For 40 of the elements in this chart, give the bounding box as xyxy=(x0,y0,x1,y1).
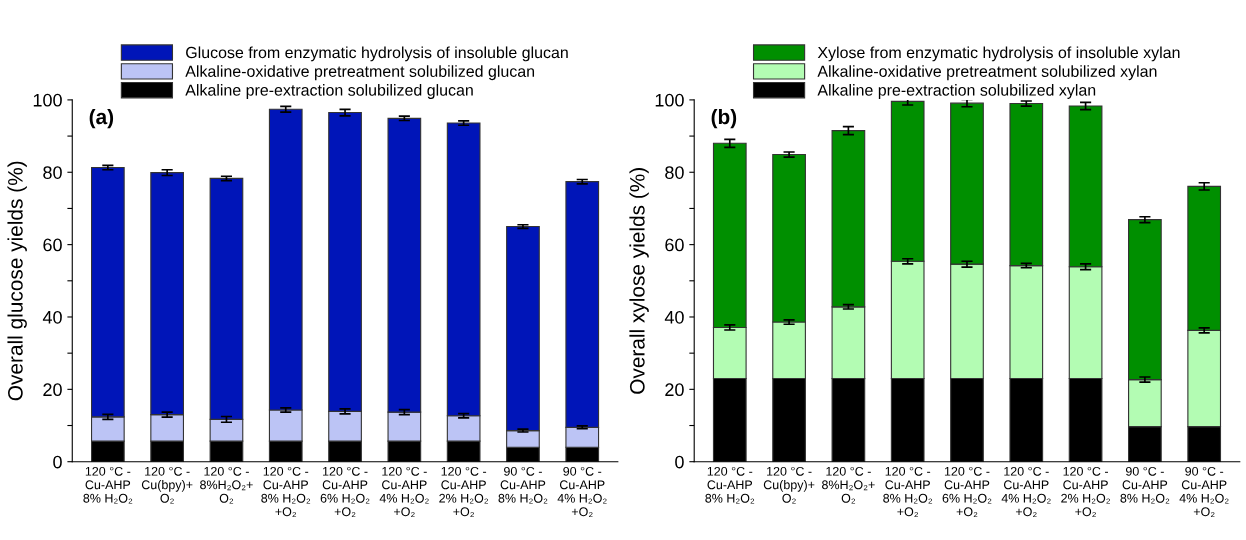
y-axis-title: Overall xylose yields (%) xyxy=(629,168,649,394)
x-tick-label: 120 °C - Cu-AHP 8% H₂O₂ xyxy=(705,466,755,504)
x-tick-label: 90 °C - Cu-AHP 4% H₂O₂ +O₂ xyxy=(1179,466,1229,518)
y-tick-label: 0 xyxy=(53,455,62,469)
y-tick-label: 0 xyxy=(675,455,684,469)
legend-label: Xylose from enzymatic hydrolysis of insoluble xylan xyxy=(817,46,1180,62)
legend-label: Alkaline pre-extraction solubilized glucan xyxy=(185,84,473,99)
annotation: (b) xyxy=(711,108,737,129)
legend-label: Alkaline-oxidative pretreatment solubilized glucan xyxy=(185,65,535,81)
legend-label: Alkaline pre-extraction solubilized xylan xyxy=(817,84,1096,99)
x-tick-label: 120 °C - Cu(bpy)+ O₂ xyxy=(763,466,815,504)
y-tick-label: 80 xyxy=(665,166,684,179)
y-tick-label: 20 xyxy=(43,383,62,397)
y-axis-title: Overall glucose yields (%) xyxy=(7,161,27,401)
legend-label: Glucose from enzymatic hydrolysis of insoluble glucan xyxy=(186,46,568,62)
x-tick-label: 120 °C - Cu-AHP 4% H₂O₂ +O₂ xyxy=(1001,466,1051,518)
y-tick-label: 60 xyxy=(43,238,62,252)
x-tick-label: 120 °C - Cu-AHP 6% H₂O₂ +O₂ xyxy=(942,466,992,518)
x-tick-label: 120 °C - Cu-AHP 2% H₂O₂ +O₂ xyxy=(439,466,489,518)
x-tick-label: 90 °C - Cu-AHP 8% H₂O₂ xyxy=(498,466,548,504)
y-tick-label: 100 xyxy=(33,93,62,107)
y-tick-label: 20 xyxy=(665,383,684,397)
legend-label: Alkaline-oxidative pretreatment solubilized xylan xyxy=(817,65,1157,81)
x-tick-label: 120 °C - Cu-AHP 4% H₂O₂ +O₂ xyxy=(379,466,429,518)
annotation: (a) xyxy=(89,108,114,129)
y-tick-label: 60 xyxy=(665,238,684,252)
x-tick-label: 90 °C - Cu-AHP 4% H₂O₂ +O₂ xyxy=(557,466,607,518)
y-tick-label: 40 xyxy=(664,310,684,324)
x-tick-label: 120 °C - 8%H₂O₂+ O₂ xyxy=(200,466,253,504)
x-tick-label: 120 °C - Cu-AHP 8% H₂O₂ +O₂ xyxy=(883,466,933,518)
y-tick-label: 80 xyxy=(43,166,62,179)
x-tick-label: 120 °C - Cu-AHP 8% H₂O₂ xyxy=(83,466,133,504)
x-tick-label: 120 °C - Cu(bpy)+ O₂ xyxy=(141,466,193,504)
y-tick-label: 40 xyxy=(42,310,62,324)
x-tick-label: 90 °C - Cu-AHP 8% H₂O₂ xyxy=(1120,466,1170,504)
x-tick-label: 120 °C - Cu-AHP 6% H₂O₂ +O₂ xyxy=(320,466,370,518)
y-tick-label: 100 xyxy=(655,93,684,107)
x-tick-label: 120 °C - Cu-AHP 2% H₂O₂ +O₂ xyxy=(1061,466,1110,518)
x-tick-label: 120 °C - Cu-AHP 8% H₂O₂ +O₂ xyxy=(261,466,311,518)
x-tick-label: 120 °C - 8%H₂O₂+ O₂ xyxy=(822,466,875,504)
